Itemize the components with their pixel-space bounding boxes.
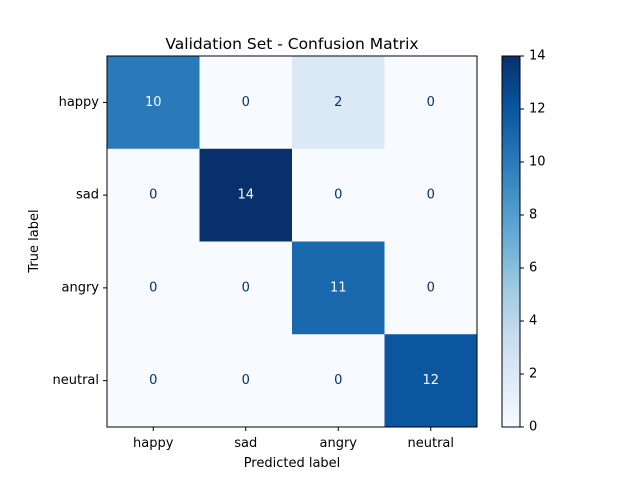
heatmap-cell xyxy=(384,334,478,428)
heatmap-cell xyxy=(292,334,385,428)
heatmap-cell xyxy=(384,148,478,242)
cell-value-labels: 10 0 2 0 0 14 0 0 0 0 11 0 0 0 0 12 xyxy=(145,95,439,388)
cell-value-label: 0 xyxy=(149,188,157,203)
y-tick-label: happy xyxy=(59,95,100,110)
cell-value-label: 10 xyxy=(145,95,162,110)
heatmap-cell xyxy=(199,56,293,150)
colorbar-tick-label: 12 xyxy=(529,102,546,117)
heatmap-cell xyxy=(384,56,478,150)
cell-value-label: 0 xyxy=(149,373,157,388)
x-axis-ticks: happy sad angry neutral xyxy=(133,427,454,451)
x-tick-label: neutral xyxy=(408,436,455,451)
heatmap-cell xyxy=(384,241,478,335)
colorbar-frame xyxy=(501,55,521,428)
colorbar-tick-label: 10 xyxy=(529,155,546,170)
heatmap-cell xyxy=(199,241,293,335)
cell-value-label: 12 xyxy=(422,373,439,388)
heatmap-cell xyxy=(292,148,385,242)
colorbar-tick-label: 8 xyxy=(529,208,537,223)
heatmap-cell xyxy=(107,56,200,150)
x-tick-label: sad xyxy=(234,436,257,451)
cell-value-label: 0 xyxy=(242,373,250,388)
cell-value-label: 0 xyxy=(334,188,342,203)
cell-value-label: 0 xyxy=(427,188,435,203)
heatmap-cell xyxy=(292,241,385,335)
colorbar-tick-label: 14 xyxy=(529,49,546,64)
cell-value-label: 0 xyxy=(149,280,157,295)
heatmap-cells xyxy=(107,56,478,428)
cell-value-label: 0 xyxy=(242,280,250,295)
colorbar-ticks: 0 2 4 6 8 10 12 14 xyxy=(520,49,546,435)
cell-value-label: 0 xyxy=(427,280,435,295)
heatmap-cell xyxy=(107,148,200,242)
colorbar-tick-label: 2 xyxy=(529,367,537,382)
heatmap-cell xyxy=(107,241,200,335)
heatmap-cell xyxy=(107,334,200,428)
cell-value-label: 11 xyxy=(330,280,347,295)
y-axis-label: True label xyxy=(27,209,42,273)
cell-value-label: 0 xyxy=(334,373,342,388)
cell-value-label: 14 xyxy=(237,188,254,203)
x-tick-label: angry xyxy=(320,436,358,451)
heatmap-cell xyxy=(199,334,293,428)
y-tick-label: angry xyxy=(62,280,100,295)
colorbar xyxy=(502,56,520,427)
cell-value-label: 0 xyxy=(242,95,250,110)
colorbar-tick-label: 4 xyxy=(529,314,537,329)
cell-value-label: 0 xyxy=(427,95,435,110)
plot-frame xyxy=(106,55,478,428)
cell-value-label: 2 xyxy=(334,95,342,110)
x-axis-label: Predicted label xyxy=(244,456,341,471)
y-axis-ticks: happy sad angry neutral xyxy=(53,95,107,388)
chart-title: Validation Set - Confusion Matrix xyxy=(165,35,418,53)
x-tick-label: happy xyxy=(133,436,174,451)
y-tick-label: neutral xyxy=(53,373,100,388)
heatmap-cell xyxy=(292,56,385,150)
y-tick-label: sad xyxy=(76,188,99,203)
heatmap-cell xyxy=(199,148,293,242)
colorbar-tick-label: 6 xyxy=(529,261,537,276)
colorbar-tick-label: 0 xyxy=(529,420,537,435)
